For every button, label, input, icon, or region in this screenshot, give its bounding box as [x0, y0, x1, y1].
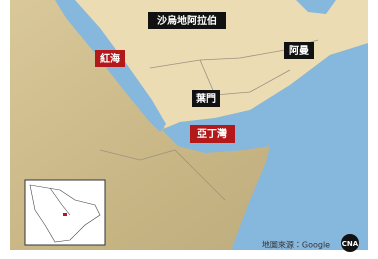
gulf-label: 亞丁灣 — [197, 127, 227, 140]
yemen-label: 葉門 — [196, 92, 216, 105]
logo: CNA — [342, 240, 359, 248]
inset-map — [25, 180, 105, 245]
red-sea-label: 紅海 — [100, 52, 120, 65]
map: 沙烏地阿拉伯 紅海 阿曼 葉門 亞丁灣 地圖來源：Google CNA — [0, 0, 378, 259]
oman-label: 阿曼 — [289, 45, 310, 57]
source: 地圖來源：Google — [262, 240, 330, 250]
page: 沙烏地阿拉伯 紅海 阿曼 葉門 亞丁灣 地圖來源：Google CNA (() … — [0, 0, 378, 259]
saudi-label: 沙烏地阿拉伯 — [157, 14, 217, 27]
